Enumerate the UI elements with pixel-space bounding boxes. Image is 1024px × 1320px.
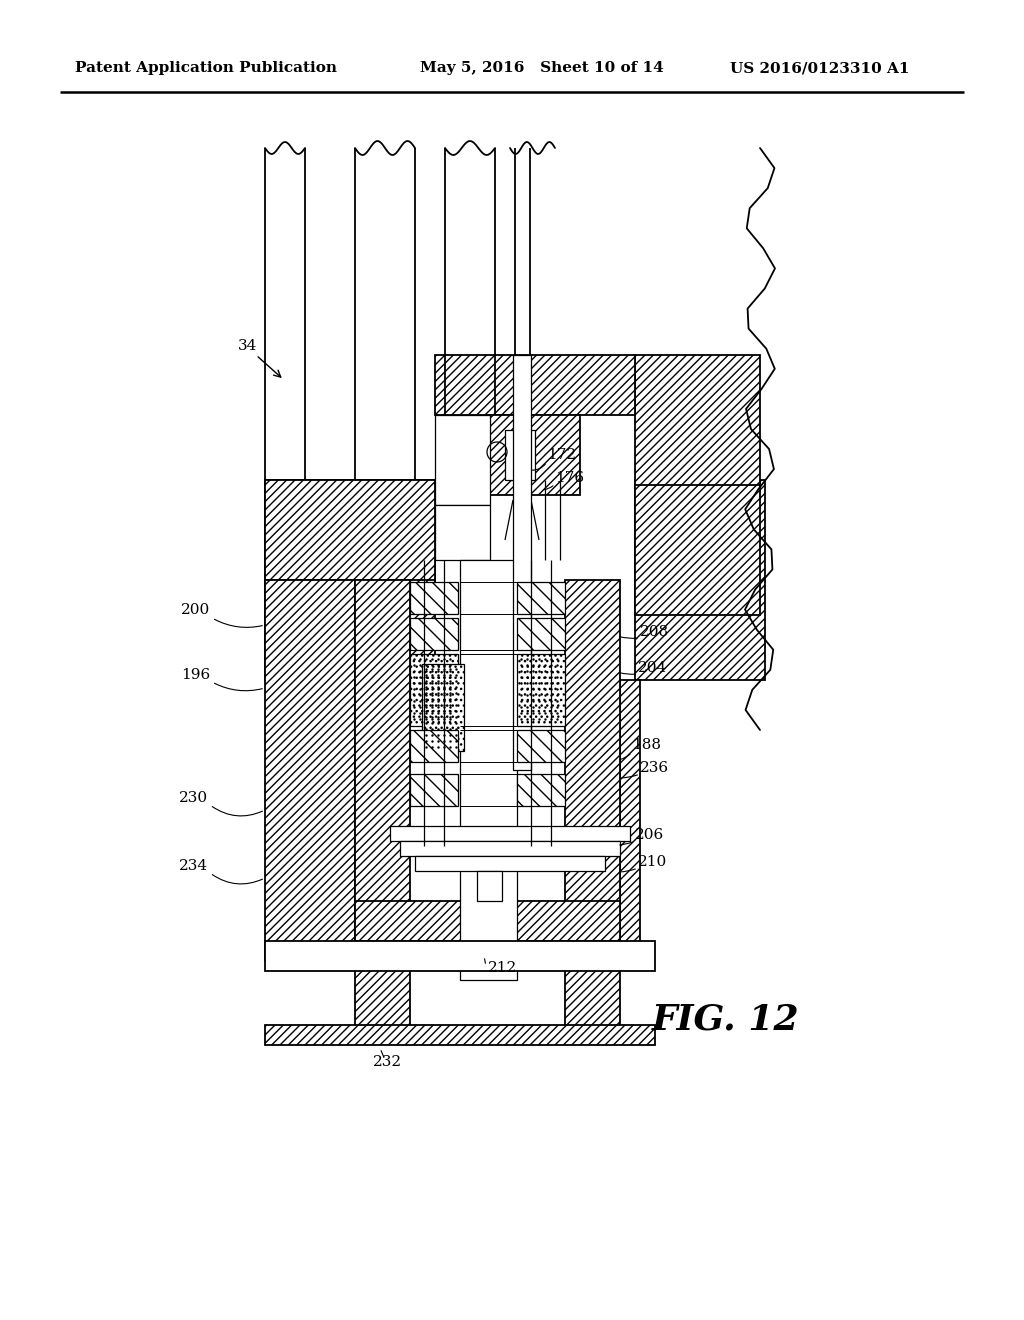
Text: Patent Application Publication: Patent Application Publication <box>75 61 337 75</box>
Bar <box>435 355 635 414</box>
Text: 206: 206 <box>635 828 665 842</box>
Bar <box>415 855 605 871</box>
Text: 208: 208 <box>640 624 669 639</box>
Bar <box>410 730 458 762</box>
Bar <box>400 841 620 855</box>
Bar <box>635 480 765 680</box>
Bar <box>490 414 580 495</box>
Bar <box>410 582 458 614</box>
Bar <box>620 680 640 954</box>
Bar <box>565 579 620 1035</box>
Bar <box>635 480 760 615</box>
Bar <box>460 560 517 979</box>
Text: 204: 204 <box>638 661 668 675</box>
Bar <box>505 430 535 480</box>
Bar <box>265 480 435 680</box>
Bar <box>517 618 565 649</box>
Bar <box>390 826 630 841</box>
Text: 232: 232 <box>373 1055 401 1069</box>
Bar <box>355 579 410 1035</box>
Text: 172: 172 <box>547 447 577 462</box>
Text: 236: 236 <box>640 762 669 775</box>
Text: 210: 210 <box>638 855 668 869</box>
Text: 176: 176 <box>555 471 584 484</box>
Bar <box>422 664 464 751</box>
Text: May 5, 2016   Sheet 10 of 14: May 5, 2016 Sheet 10 of 14 <box>420 61 664 75</box>
Bar <box>517 730 565 762</box>
Bar <box>517 774 565 807</box>
Bar <box>410 618 458 649</box>
Bar <box>513 355 531 770</box>
Bar <box>265 941 655 972</box>
Bar <box>265 579 355 960</box>
Bar <box>410 774 458 807</box>
Bar <box>517 653 565 726</box>
Bar <box>477 871 502 902</box>
Bar <box>635 355 760 484</box>
Bar <box>517 582 565 614</box>
Bar <box>265 480 435 579</box>
Bar <box>435 414 490 506</box>
Text: 234: 234 <box>179 859 208 873</box>
Bar <box>410 653 458 726</box>
Bar <box>265 1026 655 1045</box>
Text: 230: 230 <box>179 791 208 805</box>
Text: 212: 212 <box>488 961 517 975</box>
Text: FIG. 12: FIG. 12 <box>652 1003 800 1038</box>
Text: US 2016/0123310 A1: US 2016/0123310 A1 <box>730 61 909 75</box>
Text: 34: 34 <box>238 339 257 352</box>
Bar <box>435 506 490 560</box>
Text: 200: 200 <box>181 603 210 616</box>
Text: 196: 196 <box>181 668 210 682</box>
Text: 188: 188 <box>632 738 662 752</box>
Bar <box>355 902 620 941</box>
